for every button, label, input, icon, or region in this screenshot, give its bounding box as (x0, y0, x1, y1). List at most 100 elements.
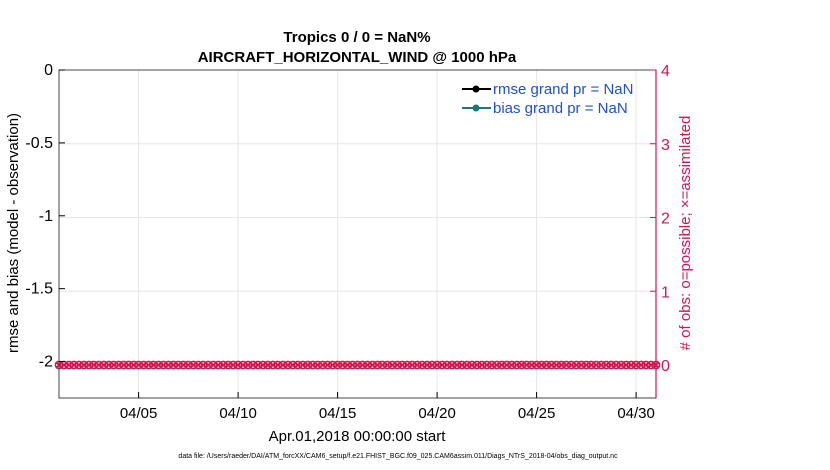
right-y-axis: 0 1 2 3 4 (650, 63, 670, 398)
obs-possible-point-59 (348, 360, 357, 370)
x-tick-label-5: 04/30 (617, 405, 655, 422)
x-tick-label-4: 04/25 (518, 405, 556, 422)
obs-possible-point-107 (586, 360, 596, 370)
obs-possible-point-5 (79, 360, 89, 370)
obs-possible-point-82 (462, 360, 472, 370)
obs-possible-point-34 (223, 360, 233, 370)
obs-possible-point-87 (487, 360, 497, 370)
obs-possible-point-93 (517, 360, 527, 370)
obs-possible-point-46 (283, 360, 293, 370)
obs-possible-point-45 (278, 360, 288, 370)
obs-possible-point-44 (273, 360, 283, 370)
obs-possible-point-40 (253, 360, 263, 370)
obs-possible-point-85 (477, 360, 487, 370)
obs-possible-point-49 (298, 360, 308, 370)
obs-possible-point-78 (442, 360, 452, 370)
obs-possible-point-37 (238, 360, 248, 370)
obs-possible-point-116 (631, 360, 641, 370)
x-axis-label: Apr.01,2018 00:00:00 start (269, 428, 447, 445)
obs-possible-point-13 (119, 360, 129, 370)
obs-possible-point-39 (248, 360, 258, 370)
obs-possible-point-9 (99, 360, 109, 370)
obs-possible-point-11 (109, 360, 119, 370)
obs-possible-point-110 (601, 360, 611, 370)
legend-rmse-marker (472, 85, 480, 93)
obs-possible-point-115 (626, 360, 636, 370)
right-y-tick-label-0: 0 (661, 358, 670, 375)
legend-rmse-label: rmse grand pr = NaN (493, 81, 633, 98)
obs-possible-point-7 (89, 360, 99, 370)
right-y-tick-label-4: 4 (661, 63, 670, 80)
obs-possible-point-68 (392, 360, 402, 370)
obs-possible-point-42 (263, 360, 273, 370)
obs-possible-point-114 (621, 360, 631, 370)
obs-possible-point-67 (387, 360, 397, 370)
obs-possible-point-111 (606, 360, 616, 370)
obs-possible-point-20 (154, 360, 163, 370)
obs-possible-point-28 (193, 360, 203, 370)
x-tick-label-1: 04/10 (219, 405, 257, 422)
obs-possible-point-94 (522, 360, 532, 370)
obs-possible-point-56 (333, 360, 342, 370)
footnote: data file: /Users/raeder/DAI/ATM_forcXX/… (178, 453, 618, 460)
obs-possible-point-61 (358, 360, 367, 370)
obs-possible-point-25 (178, 360, 188, 370)
legend: rmse grand pr = NaN bias grand pr = NaN (462, 81, 633, 117)
obs-possible-point-41 (258, 360, 268, 370)
obs-possible-point-22 (164, 360, 173, 370)
obs-possible-point-88 (492, 360, 502, 370)
obs-possible-point-19 (149, 360, 158, 370)
obs-possible-point-60 (353, 360, 362, 370)
obs-possible-point-3 (69, 360, 79, 370)
obs-possible-point-18 (144, 360, 153, 370)
obs-possible-point-16 (134, 360, 143, 370)
x-tick-label-2: 04/15 (319, 405, 357, 422)
x-tick-label-3: 04/20 (418, 405, 456, 422)
obs-possible-point-91 (507, 360, 517, 370)
obs-possible-point-65 (377, 360, 387, 370)
obs-possible-point-95 (527, 360, 537, 370)
obs-possible-point-10 (104, 360, 114, 370)
obs-possible-point-72 (412, 360, 422, 370)
chart-title-line-1: Tropics 0 / 0 = NaN% (283, 29, 430, 46)
series-obs-possible (54, 360, 661, 370)
obs-possible-point-12 (114, 360, 124, 370)
obs-possible-point-75 (427, 360, 437, 370)
obs-possible-point-81 (457, 360, 467, 370)
obs-possible-point-73 (417, 360, 427, 370)
obs-possible-point-55 (328, 360, 338, 370)
chart-title-line-2: AIRCRAFT_HORIZONTAL_WIND @ 1000 hPa (198, 49, 517, 66)
obs-possible-point-36 (233, 360, 243, 370)
obs-possible-point-66 (382, 360, 392, 370)
obs-possible-point-100 (552, 360, 561, 370)
left-y-tick-label-0: 0 (44, 62, 53, 79)
obs-possible-point-26 (183, 360, 193, 370)
obs-possible-point-58 (343, 360, 352, 370)
obs-possible-point-64 (372, 360, 382, 370)
obs-possible-point-103 (567, 360, 576, 370)
right-y-tick-label-3: 3 (661, 137, 670, 154)
obs-possible-point-4 (74, 360, 84, 370)
obs-possible-point-29 (198, 360, 208, 370)
obs-possible-point-74 (422, 360, 432, 370)
obs-possible-point-27 (188, 360, 198, 370)
obs-possible-point-30 (203, 360, 213, 370)
obs-possible-point-80 (452, 360, 462, 370)
obs-possible-point-35 (228, 360, 238, 370)
obs-possible-point-84 (472, 360, 482, 370)
legend-bias-marker (472, 104, 480, 112)
right-y-tick-label-2: 2 (661, 211, 670, 228)
obs-possible-point-106 (581, 360, 591, 370)
obs-possible-point-53 (318, 360, 328, 370)
obs-possible-point-57 (338, 360, 347, 370)
obs-possible-point-48 (293, 360, 303, 370)
plot-area-frame (58, 69, 657, 399)
right-y-axis-label: # of obs: o=possible; ×=assimilated (677, 116, 694, 351)
obs-possible-point-32 (213, 360, 223, 370)
left-y-axis-label: rmse and bias (model - observation) (5, 113, 22, 353)
obs-possible-point-113 (616, 360, 626, 370)
obs-possible-point-50 (303, 360, 313, 370)
obs-possible-point-108 (591, 360, 601, 370)
obs-possible-point-83 (467, 360, 477, 370)
left-y-tick-label-1: -0.5 (25, 135, 53, 152)
